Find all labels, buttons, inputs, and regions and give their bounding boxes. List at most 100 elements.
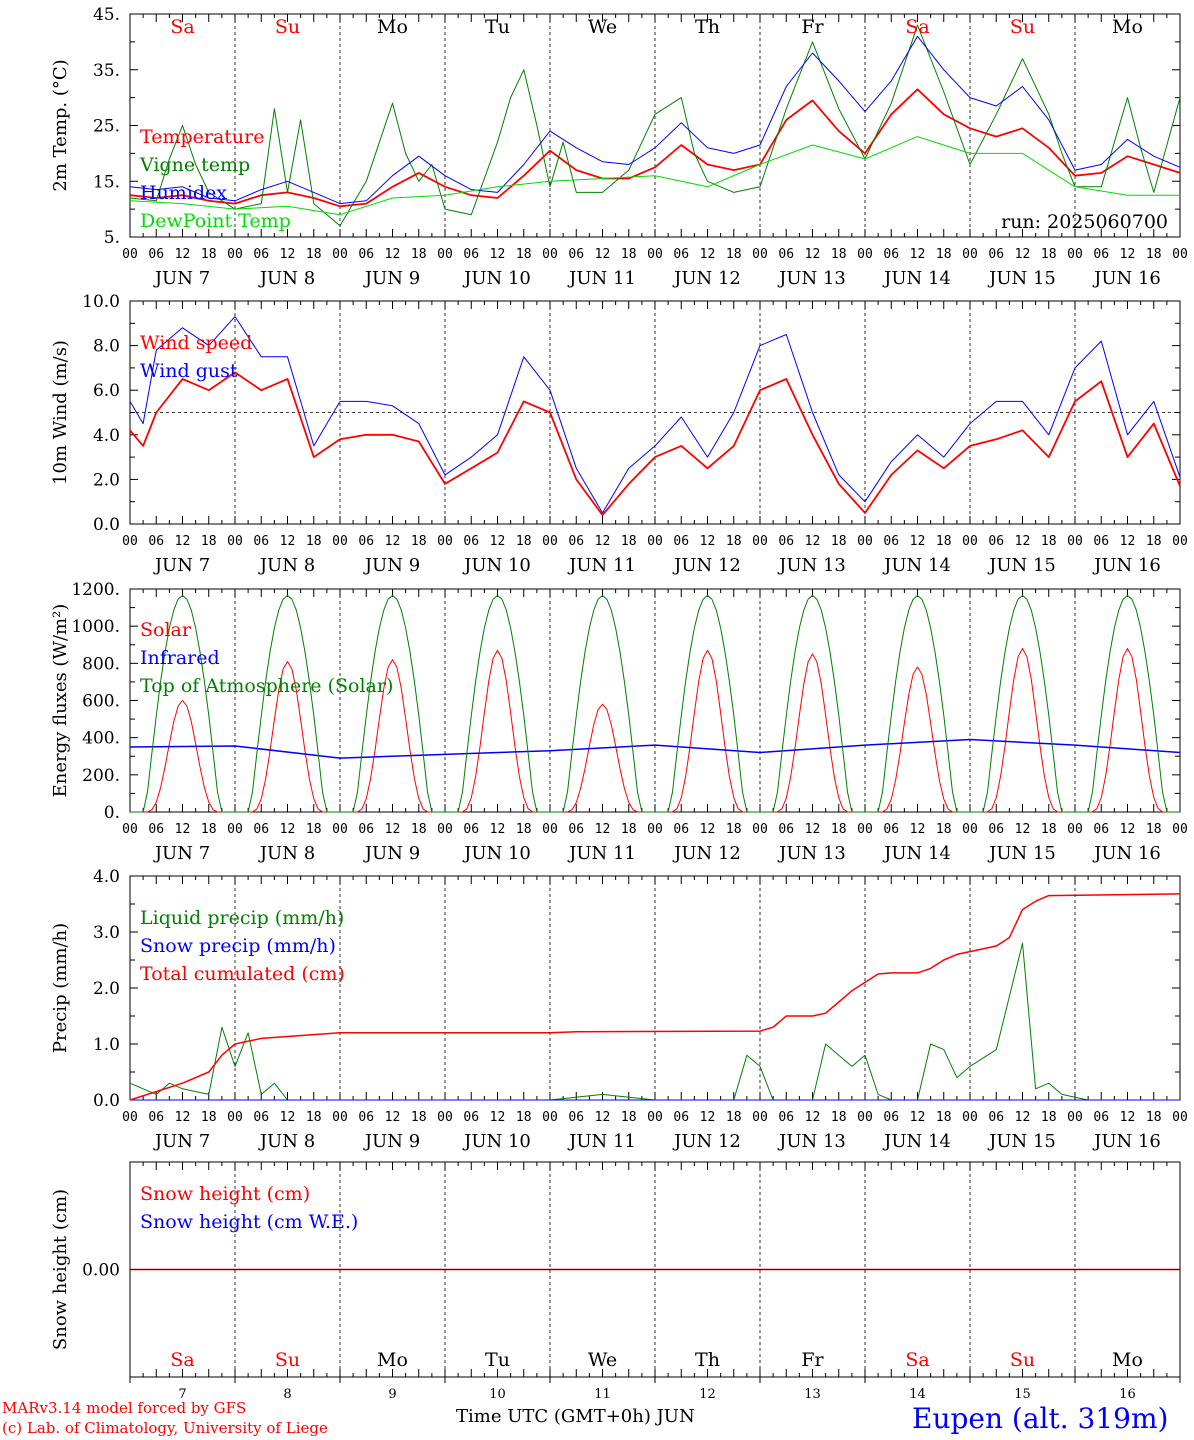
x-hour-label: 06 xyxy=(988,822,1004,837)
legend-entry: Temperature xyxy=(140,126,264,148)
y-tick-label: 200. xyxy=(82,766,120,786)
x-hour-label: 06 xyxy=(463,247,479,262)
x-hour-label: 18 xyxy=(1146,247,1162,262)
y-tick-label: 25. xyxy=(93,117,120,137)
weekday-bottom: Sa xyxy=(905,1349,929,1371)
day-number: 11 xyxy=(594,1387,611,1402)
x-hour-label: 06 xyxy=(1093,247,1109,262)
y-tick-label: 5. xyxy=(104,228,120,248)
x-hour-label: 18 xyxy=(1146,1110,1162,1125)
x-hour-label: 00 xyxy=(122,534,138,549)
y-axis-title: 2m Temp. (°C) xyxy=(50,59,71,191)
weekday-top: Mo xyxy=(1112,16,1143,38)
x-hour-label: 00 xyxy=(752,1110,768,1125)
x-date-label: JUN 14 xyxy=(882,843,951,864)
x-hour-label: 18 xyxy=(201,534,217,549)
x-hour-label: 06 xyxy=(463,1110,479,1125)
x-hour-label: 18 xyxy=(201,1110,217,1125)
x-hour-label: 00 xyxy=(1172,822,1188,837)
x-hour-label: 12 xyxy=(805,534,821,549)
legend-entry: Snow precip (mm/h) xyxy=(140,935,336,957)
y-tick-label: 0.0 xyxy=(93,1091,120,1111)
x-hour-label: 00 xyxy=(752,534,768,549)
x-hour-label: 12 xyxy=(595,822,611,837)
weekday-bottom: Su xyxy=(275,1349,300,1371)
x-hour-label: 18 xyxy=(726,822,742,837)
x-hour-label: 06 xyxy=(673,1110,689,1125)
x-date-label: JUN 16 xyxy=(1092,268,1161,289)
x-hour-label: 00 xyxy=(437,1110,453,1125)
day-number: 16 xyxy=(1119,1387,1136,1402)
x-hour-label: 00 xyxy=(857,247,873,262)
plot-frame xyxy=(129,13,1181,238)
day-number: 12 xyxy=(699,1387,716,1402)
x-hour-label: 18 xyxy=(411,534,427,549)
x-hour-label: 18 xyxy=(831,822,847,837)
y-tick-label: 2.0 xyxy=(93,979,120,999)
x-hour-label: 06 xyxy=(463,534,479,549)
x-date-label: JUN 13 xyxy=(777,268,846,289)
x-date-label: JUN 10 xyxy=(462,268,531,289)
y-axis-title: Energy fluxes (W/m²) xyxy=(50,604,71,798)
x-hour-label: 00 xyxy=(1067,1110,1083,1125)
x-hour-label: 00 xyxy=(227,247,243,262)
panel-4: 0.0 1.0 2.0 3.0 4.0 Precip (mm/h) 00 06 12 18 JUN … xyxy=(50,867,1188,1152)
x-hour-label: 18 xyxy=(411,247,427,262)
x-hour-label: 18 xyxy=(306,822,322,837)
x-hour-label: 00 xyxy=(542,247,558,262)
y-tick-label: 400. xyxy=(82,729,120,749)
x-hour-label: 00 xyxy=(332,822,348,837)
x-hour-label: 18 xyxy=(936,822,952,837)
x-hour-label: 00 xyxy=(542,822,558,837)
x-date-label: JUN 15 xyxy=(987,843,1056,864)
x-axis-label: Time UTC (GMT+0h) JUN xyxy=(456,1406,695,1427)
x-hour-label: 06 xyxy=(778,822,794,837)
x-hour-label: 00 xyxy=(1067,247,1083,262)
x-date-label: JUN 15 xyxy=(987,555,1056,576)
weekday-labels: Sa Sa 7 Su Su 8 Mo Mo 9 Tu Tu 10 We We 11 Th Th 12 Fr Fr 13 S… xyxy=(129,16,1181,1402)
x-date-label: JUN 11 xyxy=(567,1131,636,1152)
x-hour-label: 12 xyxy=(490,1110,506,1125)
x-hour-label: 06 xyxy=(1093,1110,1109,1125)
x-hour-label: 00 xyxy=(332,534,348,549)
y-tick-label: 4.0 xyxy=(93,867,120,887)
y-tick-label: 2.0 xyxy=(93,470,120,490)
x-date-label: JUN 16 xyxy=(1092,843,1161,864)
x-hour-label: 06 xyxy=(673,822,689,837)
x-hour-label: 12 xyxy=(595,247,611,262)
run-label: run: 2025060700 xyxy=(1001,211,1168,233)
plot-frame xyxy=(129,588,1181,813)
x-hour-label: 00 xyxy=(1172,1110,1188,1125)
x-date-label: JUN 12 xyxy=(672,268,741,289)
x-hour-label: 18 xyxy=(1146,534,1162,549)
panel-3: 0. 200. 400. 600. 800. 1000. 1200.Energy fluxe… xyxy=(50,580,1188,864)
x-hour-label: 12 xyxy=(280,534,296,549)
series-line xyxy=(129,738,1181,759)
legend-entry: Wind speed xyxy=(140,332,252,354)
y-tick-label: 1.0 xyxy=(93,1035,120,1055)
legend-entry: Top of Atmosphere (Solar) xyxy=(140,675,393,697)
x-date-label: JUN 8 xyxy=(258,843,315,864)
x-hour-label: 18 xyxy=(936,1110,952,1125)
x-hour-label: 00 xyxy=(437,822,453,837)
x-hour-label: 00 xyxy=(437,534,453,549)
weekday-bottom: Mo xyxy=(1112,1349,1143,1371)
panel-2: 0.0 2.0 4.0 6.0 8.0 10.0 10m Wind (m/s) 00 06 12 1… xyxy=(50,292,1188,576)
x-hour-label: 06 xyxy=(988,1110,1004,1125)
x-hour-label: 06 xyxy=(148,247,164,262)
weekday-top: Sa xyxy=(170,16,194,38)
x-hour-label: 18 xyxy=(936,247,952,262)
x-hour-label: 12 xyxy=(1015,247,1031,262)
legend-entry: Liquid precip (mm/h) xyxy=(140,907,344,929)
x-hour-label: 06 xyxy=(568,247,584,262)
x-hour-label: 12 xyxy=(910,534,926,549)
x-hour-label: 12 xyxy=(595,534,611,549)
x-hour-label: 06 xyxy=(1093,534,1109,549)
x-hour-label: 06 xyxy=(883,822,899,837)
x-date-label: JUN 12 xyxy=(672,1131,741,1152)
x-hour-label: 18 xyxy=(516,534,532,549)
x-date-label: JUN 10 xyxy=(462,843,531,864)
x-hour-label: 00 xyxy=(857,534,873,549)
x-hour-label: 12 xyxy=(385,534,401,549)
x-hour-label: 18 xyxy=(621,1110,637,1125)
